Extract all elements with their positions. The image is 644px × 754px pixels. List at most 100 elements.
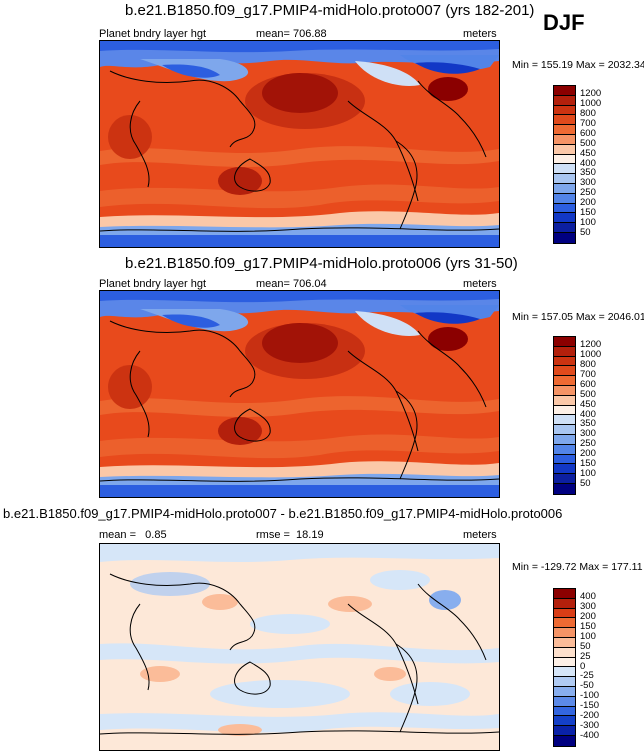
panel-3-colorbar-swatch <box>554 598 575 609</box>
colorbar-label: -150 <box>580 700 600 711</box>
colorbar-label: 500 <box>580 138 596 149</box>
panel-2-colorbar-swatch <box>554 405 575 416</box>
panel-3-colorbar-swatch <box>554 667 575 678</box>
panel-3-colorbar-swatch <box>554 735 575 746</box>
colorbar-label: 600 <box>580 379 596 390</box>
panel-3-colorbar-swatch <box>554 618 575 629</box>
colorbar-label: 300 <box>580 177 596 188</box>
panel-2-colorbar-swatch <box>554 464 575 475</box>
panel-3-colorbar-swatch <box>554 628 575 638</box>
panel-1-colorbar-swatch <box>554 115 575 126</box>
colorbar-label: 600 <box>580 128 596 139</box>
colorbar-label: 150 <box>580 207 596 218</box>
colorbar-label: -25 <box>580 670 594 681</box>
panel-1-colorbar-swatch <box>554 95 575 106</box>
colorbar-label: 150 <box>580 621 596 632</box>
panel-1-units: meters <box>463 28 497 40</box>
colorbar-label: 250 <box>580 438 596 449</box>
panel-3-colorbar-swatch <box>554 647 575 658</box>
panel-3-colorbar-swatch <box>554 726 575 736</box>
colorbar-label: -400 <box>580 730 600 741</box>
panel-2-colorbar-swatch <box>554 415 575 426</box>
panel-2-units: meters <box>463 278 497 290</box>
panel-1-colorbar-swatch <box>554 232 575 243</box>
season-label: DJF <box>543 10 585 35</box>
panel-2-colorbar-swatch <box>554 385 575 396</box>
colorbar-label: 700 <box>580 369 596 380</box>
colorbar-label: 50 <box>580 641 591 652</box>
panel-1-variable: Planet bndry layer hgt <box>99 28 207 40</box>
panel-2-colorbar-swatch <box>554 337 575 347</box>
panel-3-rmse: rmse = 18.19 <box>256 529 324 541</box>
panel-1-colorbar <box>553 85 576 244</box>
panel-2-colorbar-swatch <box>554 434 575 445</box>
colorbar-label: 450 <box>580 148 596 159</box>
panel-1-colorbar-swatch <box>554 144 575 155</box>
panel-3-colorbar <box>553 588 576 747</box>
panel-2-colorbar-swatch <box>554 483 575 494</box>
colorbar-label: 200 <box>580 448 596 459</box>
panel-2-colorbar-swatch <box>554 395 575 406</box>
panel-3-minmax: Min = -129.72 Max = 177.11 <box>512 561 643 573</box>
panel-2-colorbar-swatch <box>554 474 575 484</box>
colorbar-label: 150 <box>580 458 596 469</box>
panel-3-units: meters <box>463 529 497 541</box>
panel-3-colorbar-swatch <box>554 589 575 599</box>
colorbar-label: -300 <box>580 720 600 731</box>
panel-1-colorbar-swatch <box>554 183 575 194</box>
panel-3-mean: mean = 0.85 <box>99 529 167 541</box>
colorbar-label: 50 <box>580 227 591 238</box>
colorbar-label: -200 <box>580 710 600 721</box>
panel-2-colorbar-swatch <box>554 346 575 357</box>
panel-2-title: b.e21.B1850.f09_g17.PMIP4-midHolo.proto0… <box>125 255 518 272</box>
panel-1-colorbar-swatch <box>554 213 575 224</box>
panel-1-colorbar-swatch <box>554 86 575 96</box>
panel-1-colorbar-swatch <box>554 223 575 233</box>
panel-2-colorbar-swatch <box>554 376 575 386</box>
panel-3-map <box>99 543 500 751</box>
panel-1-map <box>99 40 500 248</box>
panel-1-colorbar-swatch <box>554 174 575 184</box>
colorbar-label: 250 <box>580 187 596 198</box>
colorbar-label: 300 <box>580 428 596 439</box>
panel-3-colorbar-swatch <box>554 696 575 707</box>
colorbar-label: 50 <box>580 478 591 489</box>
panel-1-colorbar-swatch <box>554 164 575 175</box>
colorbar-label: 1000 <box>580 349 602 360</box>
panel-2-minmax: Min = 157.05 Max = 2046.01 <box>512 311 644 323</box>
colorbar-label: 1200 <box>580 88 602 99</box>
panel-1-colorbar-swatch <box>554 154 575 165</box>
colorbar-label: 100 <box>580 468 596 479</box>
panel-1-title: b.e21.B1850.f09_g17.PMIP4-midHolo.proto0… <box>125 2 535 19</box>
colorbar-label: 1200 <box>580 339 602 350</box>
panel-3-colorbar-swatch <box>554 686 575 697</box>
panel-1-colorbar-swatch <box>554 105 575 116</box>
colorbar-label: 200 <box>580 611 596 622</box>
colorbar-label: 200 <box>580 197 596 208</box>
colorbar-label: 350 <box>580 418 596 429</box>
colorbar-label: 100 <box>580 631 596 642</box>
colorbar-label: 25 <box>580 651 591 662</box>
colorbar-label: 1000 <box>580 98 602 109</box>
panel-1-minmax: Min = 155.19 Max = 2032.34 <box>512 59 644 71</box>
panel-2-map <box>99 290 500 498</box>
colorbar-label: 100 <box>580 217 596 228</box>
colorbar-label: 300 <box>580 601 596 612</box>
colorbar-label: 0 <box>580 661 586 672</box>
colorbar-label: 400 <box>580 591 596 602</box>
panel-2-mean: mean= 706.04 <box>256 278 327 290</box>
panel-3-colorbar-swatch <box>554 716 575 727</box>
panel-1-colorbar-swatch <box>554 193 575 204</box>
panel-1-mean: mean= 706.88 <box>256 28 327 40</box>
panel-3-colorbar-swatch <box>554 657 575 668</box>
panel-1-colorbar-swatch <box>554 203 575 214</box>
panel-2-colorbar-swatch <box>554 444 575 455</box>
colorbar-label: 400 <box>580 409 596 420</box>
colorbar-label: 450 <box>580 399 596 410</box>
panel-2-colorbar <box>553 336 576 495</box>
panel-2-colorbar-swatch <box>554 425 575 435</box>
panel-3-colorbar-swatch <box>554 637 575 648</box>
panel-3-title: b.e21.B1850.f09_g17.PMIP4-midHolo.proto0… <box>3 506 563 521</box>
colorbar-label: 500 <box>580 389 596 400</box>
panel-3-colorbar-swatch <box>554 677 575 687</box>
